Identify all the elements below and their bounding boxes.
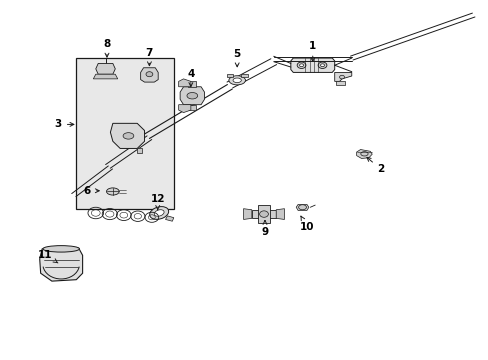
Polygon shape	[137, 148, 142, 153]
Text: 5: 5	[233, 49, 240, 67]
Ellipse shape	[298, 205, 306, 210]
Text: 1: 1	[308, 41, 316, 61]
Ellipse shape	[259, 211, 268, 217]
Text: 8: 8	[103, 39, 110, 57]
Polygon shape	[178, 79, 190, 87]
Ellipse shape	[228, 76, 245, 85]
Text: 7: 7	[145, 48, 153, 66]
Polygon shape	[296, 204, 308, 211]
Ellipse shape	[106, 188, 119, 195]
Text: 9: 9	[261, 221, 268, 237]
Ellipse shape	[299, 64, 303, 67]
Polygon shape	[110, 123, 144, 148]
Polygon shape	[276, 209, 284, 220]
Text: 6: 6	[84, 186, 99, 196]
Polygon shape	[226, 73, 233, 77]
Polygon shape	[93, 74, 118, 79]
Ellipse shape	[43, 246, 79, 252]
Polygon shape	[165, 216, 173, 221]
Ellipse shape	[149, 207, 168, 219]
Ellipse shape	[320, 64, 324, 67]
Polygon shape	[178, 105, 190, 113]
Ellipse shape	[154, 210, 164, 216]
Ellipse shape	[339, 75, 344, 79]
Text: 2: 2	[366, 157, 384, 174]
Polygon shape	[251, 210, 276, 219]
Polygon shape	[180, 87, 204, 105]
Polygon shape	[243, 209, 251, 220]
Text: 4: 4	[187, 69, 194, 86]
Ellipse shape	[123, 133, 134, 139]
Ellipse shape	[360, 152, 367, 156]
Ellipse shape	[146, 72, 153, 77]
Text: 12: 12	[150, 194, 164, 210]
Bar	[76, 58, 173, 209]
Polygon shape	[335, 81, 344, 85]
Polygon shape	[141, 68, 158, 82]
Polygon shape	[356, 149, 371, 158]
Text: 3: 3	[55, 120, 74, 129]
Text: 10: 10	[299, 216, 313, 231]
Polygon shape	[40, 248, 82, 281]
Polygon shape	[96, 63, 115, 74]
Polygon shape	[188, 105, 196, 110]
Ellipse shape	[233, 78, 241, 82]
Ellipse shape	[318, 62, 326, 68]
Polygon shape	[290, 58, 334, 72]
Polygon shape	[241, 73, 247, 77]
Polygon shape	[334, 72, 351, 81]
Ellipse shape	[186, 93, 197, 99]
Polygon shape	[188, 81, 196, 87]
Text: 11: 11	[38, 249, 58, 263]
Polygon shape	[258, 205, 269, 223]
Ellipse shape	[297, 62, 305, 68]
